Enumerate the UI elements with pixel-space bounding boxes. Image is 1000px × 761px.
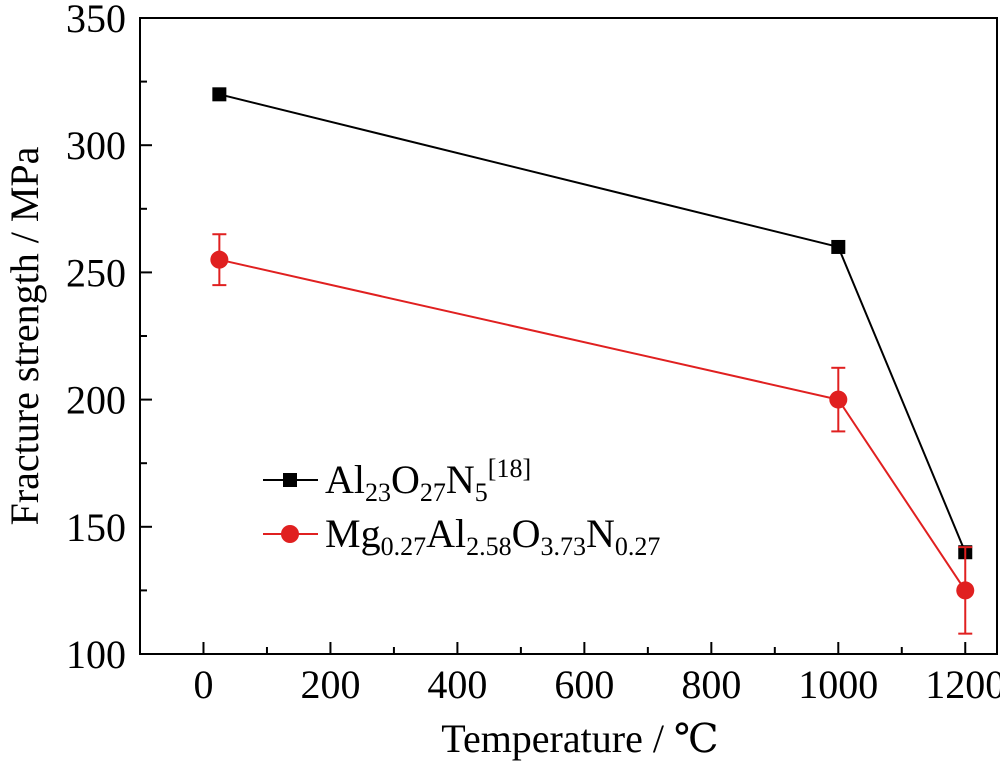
x-tick-label: 1200	[925, 662, 1000, 707]
legend-marker	[281, 525, 299, 543]
x-tick-label: 1000	[798, 662, 878, 707]
legend: Al23O27N5[18]Mg0.27Al2.58O3.73N0.27	[263, 454, 660, 561]
y-tick-label: 350	[66, 0, 126, 41]
legend-label: Mg0.27Al2.58O3.73N0.27	[325, 511, 660, 561]
data-point	[210, 250, 229, 269]
axes-layer: 0 200 400 600 800 1000 1200 100 150 200 250 300 350	[66, 0, 1000, 707]
y-tick-label: 300	[66, 123, 126, 168]
y-tick-label: 200	[66, 378, 126, 423]
y-tick-label: 250	[66, 250, 126, 295]
data-point	[212, 87, 227, 102]
x-axis-title: Temperature / ℃	[441, 716, 718, 761]
x-tick-label: 200	[300, 662, 360, 707]
data-point	[831, 239, 846, 254]
x-tick-label: 600	[554, 662, 614, 707]
x-tick-label: 0	[193, 662, 213, 707]
y-tick-label: 100	[66, 632, 126, 677]
data-layer	[210, 87, 975, 635]
data-point	[956, 581, 975, 600]
y-tick-label: 150	[66, 505, 126, 550]
data-point	[829, 390, 848, 409]
x-tick-label: 800	[681, 662, 741, 707]
y-axis-title: Fracture strength / MPa	[2, 146, 47, 525]
legend-label: Al23O27N5[18]	[325, 454, 531, 507]
x-tick-label: 400	[427, 662, 487, 707]
legend-marker	[283, 473, 297, 487]
